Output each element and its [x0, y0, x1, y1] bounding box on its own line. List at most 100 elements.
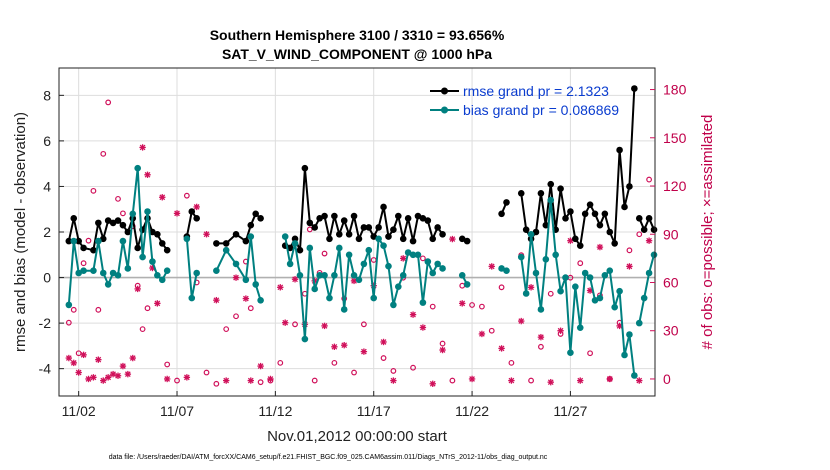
rmse-point: [163, 246, 171, 254]
rmse-point: [409, 237, 417, 245]
bias-point: [640, 294, 648, 302]
bias-point: [463, 281, 471, 288]
y2-tick-label: 60: [663, 274, 679, 290]
obs-assimilated-marker: [65, 354, 73, 362]
obs-possible-marker: [75, 350, 82, 357]
obs-assimilated-stroke: [159, 194, 166, 201]
rmse-point: [104, 217, 112, 224]
obs-possible-marker: [429, 303, 436, 310]
obs-assimilated-marker: [163, 375, 171, 383]
obs-possible-marker: [577, 260, 584, 267]
bias-point: [419, 299, 427, 306]
obs-assimilated-marker: [159, 194, 166, 201]
obs-possible-marker: [331, 359, 338, 366]
rmse-point: [611, 240, 618, 247]
obs-assimilated-marker: [257, 362, 264, 370]
bias-point: [104, 281, 112, 288]
obs-assimilated-marker: [222, 377, 230, 384]
rmse-point: [95, 219, 102, 227]
obs-assimilated-stroke: [380, 339, 387, 345]
rmse-point: [370, 233, 378, 240]
bias-point: [316, 271, 323, 279]
bias-point: [380, 242, 387, 249]
bias-point: [557, 287, 564, 295]
legend-bias-marker: [441, 106, 448, 114]
obs-assimilated-stroke: [341, 342, 348, 349]
footnote-data-file: data file: /Users/raeder/DAI/ATM_forcXX/…: [109, 454, 548, 461]
obs-assimilated-stroke: [277, 284, 284, 291]
bias-point: [95, 237, 102, 245]
rmse-point: [80, 244, 87, 252]
obs-assimilated-stroke: [321, 323, 328, 329]
obs-assimilated-marker: [449, 235, 456, 243]
bias-point: [124, 265, 132, 272]
bias-point: [296, 271, 304, 279]
bias-point: [90, 267, 97, 275]
obs-possible-marker: [459, 282, 466, 289]
obs-assimilated-marker: [100, 377, 107, 384]
obs-assimilated-marker: [419, 324, 427, 331]
obs-possible-marker: [538, 343, 544, 350]
rmse-point: [360, 224, 368, 231]
obs-assimilated-marker: [109, 370, 117, 378]
obs-assimilated-stroke: [223, 377, 230, 384]
bias-point: [626, 331, 633, 338]
obs-assimilated-stroke: [90, 374, 97, 381]
obs-assimilated-marker: [85, 375, 92, 383]
obs-possible-marker: [95, 306, 102, 313]
obs-assimilated-stroke: [459, 300, 466, 307]
obs-possible-marker: [164, 361, 171, 368]
obs-assimilated-marker: [213, 296, 220, 304]
obs-assimilated-stroke: [174, 210, 180, 217]
rmse-point: [114, 217, 122, 224]
obs-possible-marker: [449, 377, 456, 384]
rmse-point: [404, 215, 412, 222]
obs-assimilated-marker: [557, 327, 564, 334]
rmse-point: [591, 210, 599, 218]
obs-assimilated-marker: [139, 144, 146, 151]
rmse-point: [537, 189, 545, 197]
obs-assimilated-marker: [75, 369, 82, 376]
rmse-point: [350, 212, 358, 220]
bias-point: [404, 249, 412, 256]
rmse-point: [463, 237, 471, 245]
obs-possible-marker: [65, 319, 72, 326]
obs-assimilated-marker: [547, 378, 554, 386]
bias-point: [542, 256, 550, 263]
obs-assimilated-marker: [606, 375, 613, 383]
obs-assimilated-marker: [518, 317, 525, 325]
bias-point: [355, 276, 363, 284]
obs-possible-marker: [120, 210, 126, 217]
rmse-point: [213, 240, 220, 247]
bias-point: [360, 260, 368, 268]
bias-point: [429, 269, 437, 277]
plot-area: [65, 85, 658, 387]
x-tick-label: 11/22: [455, 403, 489, 419]
bias-point: [567, 349, 574, 357]
obs-assimilated-stroke: [70, 360, 77, 366]
rmse-point: [645, 215, 653, 222]
obs-assimilated-stroke: [410, 311, 416, 318]
legend-rmse-label: rmse grand pr = 2.1323: [463, 83, 609, 99]
bias-point: [213, 267, 220, 275]
obs-assimilated-marker: [232, 274, 240, 281]
bias-point: [601, 271, 609, 279]
bias-point: [414, 251, 422, 259]
rmse-point: [296, 246, 304, 254]
bias-point: [621, 351, 628, 359]
rmse-point: [70, 215, 78, 222]
obs-assimilated-marker: [247, 377, 254, 384]
bias-point: [340, 306, 348, 313]
rmse-point: [631, 85, 638, 92]
obs-assimilated-marker: [468, 375, 476, 383]
obs-assimilated-stroke: [538, 334, 544, 341]
y2-axis-label: # of obs: o=possible; ×=assimilated: [699, 115, 716, 350]
obs-assimilated-stroke: [233, 274, 239, 281]
bias-point: [611, 303, 618, 311]
x-axis-label: Nov.01,2012 00:00:00 start: [267, 428, 448, 445]
obs-assimilated-stroke: [420, 324, 426, 331]
obs-possible-marker: [100, 150, 107, 157]
bias-point: [635, 319, 643, 327]
obs-assimilated-marker: [124, 370, 132, 378]
obs-assimilated-stroke: [203, 231, 210, 238]
